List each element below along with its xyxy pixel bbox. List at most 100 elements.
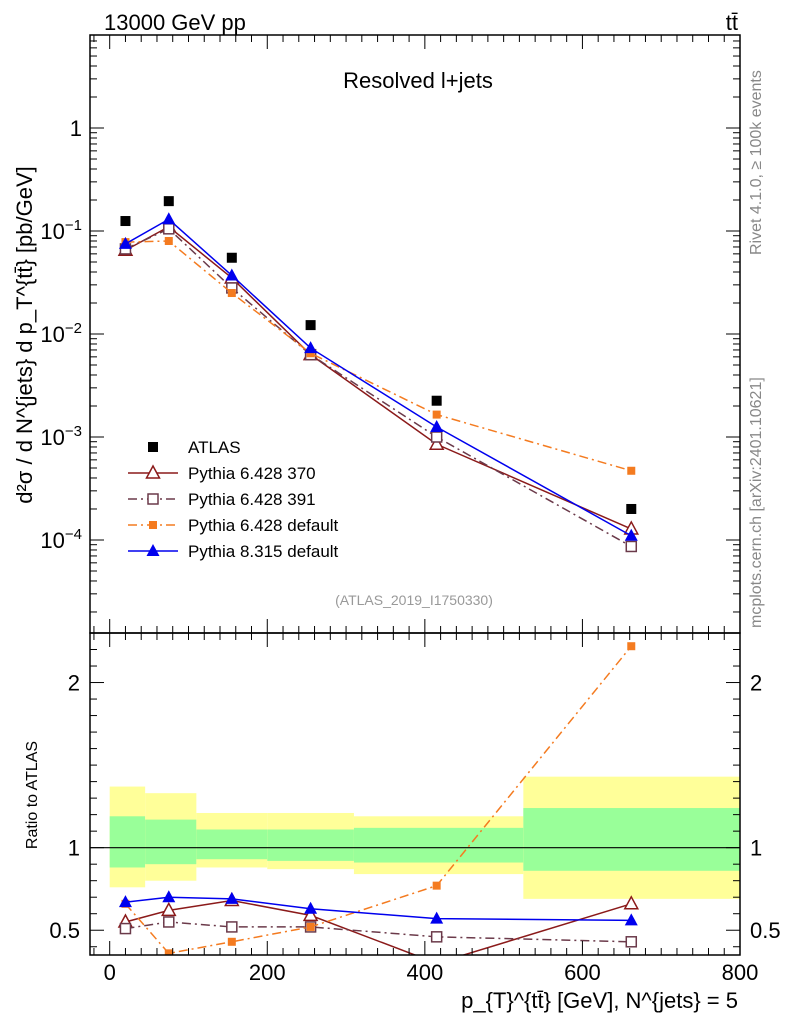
legend: ATLAS Pythia 6.428 370 Pythia 6.428 391 Pyt… (128, 438, 339, 561)
data-point (627, 466, 636, 475)
ratio-frame (89, 632, 741, 956)
data-point (225, 268, 239, 281)
ratio-point (430, 931, 443, 943)
data-point (624, 528, 638, 541)
ratio-line (124, 645, 632, 955)
legend-label: Pythia 6.428 default (188, 516, 339, 535)
process-label: tt̄ (726, 10, 738, 35)
series-pythia-6-428-391 (119, 223, 638, 553)
data-point (305, 320, 316, 331)
ratio-point (162, 890, 176, 903)
legend-entry: Pythia 6.428 391 (128, 490, 316, 509)
y-tick-label: 10−2 (40, 320, 82, 347)
uncertainty-band-inner (196, 829, 268, 860)
ratio-panel: 0.5 0.5 1 1 2 2 0 200 400 600 800 Ratio to ATLAS p_{… (24, 632, 781, 1013)
ratio-line (125, 921, 632, 943)
legend-marker (145, 464, 161, 479)
ratio-y-tick-label: 1 (68, 836, 80, 861)
data-point (163, 223, 175, 235)
ratio-y-tick-label-right: 0.5 (750, 918, 781, 943)
series-pythia-6-428-370 (117, 218, 640, 535)
ratio-point (164, 949, 173, 955)
ratio-point (225, 891, 239, 904)
ratio-line (125, 896, 632, 922)
data-point (226, 252, 237, 263)
x-axis-label: p_{T}^{tt̄} [GeV], N^{jets} = 5 (461, 988, 738, 1013)
ratio-x-ticks: 0 200 400 600 800 (93, 633, 759, 985)
data-point (118, 236, 132, 249)
legend-label: Pythia 6.428 391 (188, 490, 316, 509)
series-line (125, 227, 632, 548)
ratio-point (227, 937, 236, 946)
ratio-y-tick-label: 2 (68, 671, 80, 696)
series-pythia-8-315-default (118, 212, 638, 541)
ratio-y-tick-label-right: 2 (750, 671, 762, 696)
ratio-point (624, 913, 638, 926)
labels: 13000 GeV pp tt̄ Resolved l+jets (ATLAS_… (104, 10, 765, 628)
legend-label: Pythia 8.315 default (188, 542, 339, 561)
data-point (625, 540, 638, 553)
series-line (125, 218, 632, 537)
data-point (163, 196, 174, 207)
x-tick-label: 800 (722, 960, 759, 985)
uncertainty-band-inner (109, 816, 146, 868)
data-point (306, 349, 315, 358)
main-x-ticks (93, 35, 741, 633)
data-point (227, 289, 236, 298)
legend-entry: Pythia 6.428 370 (128, 464, 316, 483)
ratio-series-pythia-6-428-370 (117, 891, 640, 955)
y-tick-label: 10−3 (40, 423, 82, 450)
panel-title: Resolved l+jets (343, 68, 493, 93)
legend-marker (147, 493, 159, 505)
ratio-line (125, 899, 632, 955)
mcplots-label: mcplots.cern.ch [arXiv:2401.10621] (748, 377, 765, 628)
data-point (120, 216, 131, 227)
main-y-axis-label: d²σ / d N^{jets} d p_T^{tt̄} [pb/GeV] (12, 166, 37, 504)
ratio-point (625, 936, 638, 948)
uncertainty-band-inner (267, 829, 354, 861)
legend-entry: Pythia 6.428 default (128, 516, 339, 535)
ratio-y-tick-label-right: 1 (750, 836, 762, 861)
analysis-id: (ATLAS_2019_I1750330) (335, 592, 493, 608)
series-line (125, 225, 632, 530)
data-point (626, 503, 637, 514)
legend-label: ATLAS (188, 438, 241, 457)
energy-label: 13000 GeV pp (104, 10, 246, 35)
ratio-point (432, 881, 441, 890)
x-tick-label: 400 (406, 960, 443, 985)
main-panel: 10−4 10−3 10−2 10−1 1 d²σ / d N^{jets} d p_T^… (12, 34, 741, 634)
ratio-point (163, 916, 175, 928)
ratio-point (306, 922, 315, 931)
main-y-ticks: 10−4 10−3 10−2 10−1 1 (40, 34, 740, 613)
ratio-y-axis-label: Ratio to ATLAS (24, 741, 41, 849)
y-tick-label: 10−1 (40, 217, 82, 244)
series-atlas (120, 196, 637, 514)
legend-label: Pythia 6.428 370 (188, 464, 316, 483)
ratio-point (627, 642, 636, 651)
ratio-y-ticks: 0.5 0.5 1 1 2 2 (49, 649, 781, 948)
ratio-point (302, 906, 319, 922)
data-point (164, 236, 173, 245)
ratio-point (304, 901, 318, 914)
x-tick-label: 600 (564, 960, 601, 985)
legend-marker (148, 442, 158, 452)
ratio-point (623, 895, 640, 910)
uncertainty-band-inner (145, 819, 197, 865)
ratio-point (430, 911, 444, 924)
legend-marker (146, 544, 160, 556)
ratio-point (161, 901, 177, 917)
x-tick-label: 200 (249, 960, 286, 985)
legend-entry: Pythia 8.315 default (128, 542, 339, 561)
legend-entry: ATLAS (148, 438, 241, 457)
uncertainty-band-inner (523, 808, 740, 871)
series-line (125, 240, 632, 472)
data-point (430, 420, 444, 433)
ratio-y-tick-label: 0.5 (49, 918, 80, 943)
ratio-point (119, 922, 132, 935)
legend-marker (149, 521, 157, 529)
x-tick-label: 0 (104, 960, 116, 985)
data-point (430, 431, 443, 443)
data-point (304, 341, 318, 354)
uncertainty-band-inner (353, 827, 524, 863)
